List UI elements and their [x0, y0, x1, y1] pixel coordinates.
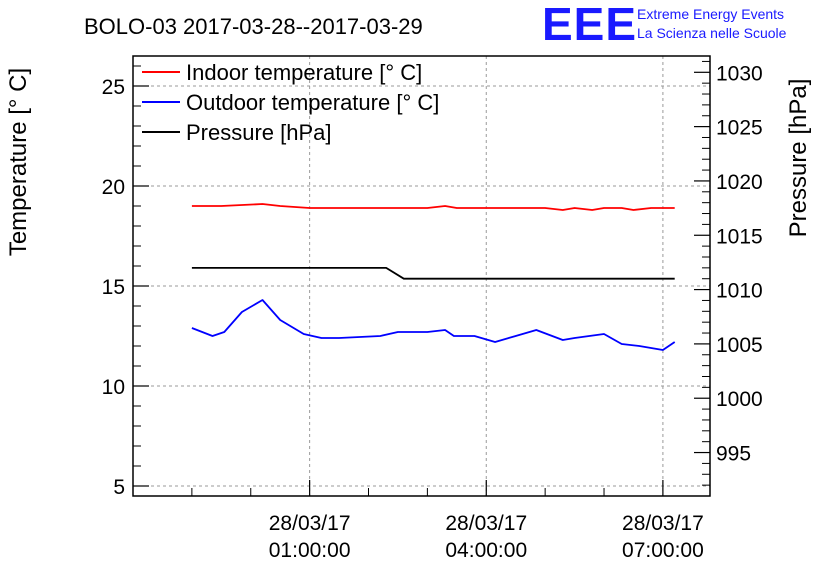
legend: Indoor temperature [° C] Outdoor tempera…: [142, 60, 439, 145]
plot-frame: [132, 55, 711, 497]
legend-label-indoor: Indoor temperature [° C]: [186, 60, 422, 85]
eee-logo: EEE Extreme Energy Events La Scienza nel…: [542, 0, 787, 50]
series-line-pressure: [191, 266, 675, 280]
x-tick-label-date: 28/03/17: [622, 512, 704, 535]
x-tick-label-date: 28/03/17: [445, 512, 527, 535]
y2-tick-label: 1000: [716, 388, 763, 411]
x-tick-label-date: 28/03/17: [269, 512, 351, 535]
x-tick-label-time: 01:00:00: [269, 539, 351, 562]
y2-axis-label: Pressure [hPa]: [785, 79, 812, 238]
series-line-outdoor: [191, 299, 676, 351]
x-tick-label-time: 04:00:00: [445, 539, 527, 562]
y-tick-label: 10: [102, 376, 125, 399]
y-tick-label: 5: [113, 476, 125, 499]
y-tick-label: 25: [102, 76, 125, 99]
y2-tick-label: 1020: [716, 171, 763, 194]
legend-label-pressure: Pressure [hPa]: [186, 120, 332, 145]
ticks: [133, 60, 710, 496]
tick-labels: 5101520259951000100510101015102010251030…: [102, 62, 763, 562]
grid: [133, 56, 710, 496]
y-axis-label: Temperature [° C]: [5, 68, 32, 256]
y2-tick-label: 1010: [716, 280, 763, 303]
y2-tick-label: 1030: [716, 62, 763, 85]
series-layer: [191, 203, 676, 351]
y2-tick-label: 1015: [716, 225, 763, 248]
chart-title: BOLO-03 2017-03-28--2017-03-29: [84, 14, 423, 39]
y2-tick-label: 1005: [716, 334, 763, 357]
logo-line-1: Extreme Energy Events: [637, 6, 784, 22]
x-tick-label-time: 07:00:00: [622, 539, 704, 562]
logo-line-2: La Scienza nelle Scuole: [637, 25, 787, 41]
y2-tick-label: 995: [716, 443, 751, 466]
y2-tick-label: 1025: [716, 117, 763, 140]
logo-mark: EEE: [542, 0, 637, 50]
y-tick-label: 15: [102, 276, 125, 299]
y-tick-label: 20: [102, 176, 125, 199]
series-line-indoor: [191, 203, 675, 211]
legend-label-outdoor: Outdoor temperature [° C]: [186, 90, 439, 115]
